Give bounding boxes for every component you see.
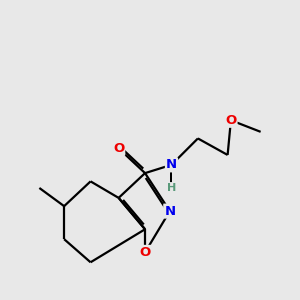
Text: N: N bbox=[166, 158, 177, 171]
Text: H: H bbox=[167, 183, 176, 193]
Text: O: O bbox=[225, 114, 236, 127]
Text: O: O bbox=[140, 246, 151, 259]
Text: O: O bbox=[113, 142, 124, 155]
Text: N: N bbox=[164, 205, 175, 218]
